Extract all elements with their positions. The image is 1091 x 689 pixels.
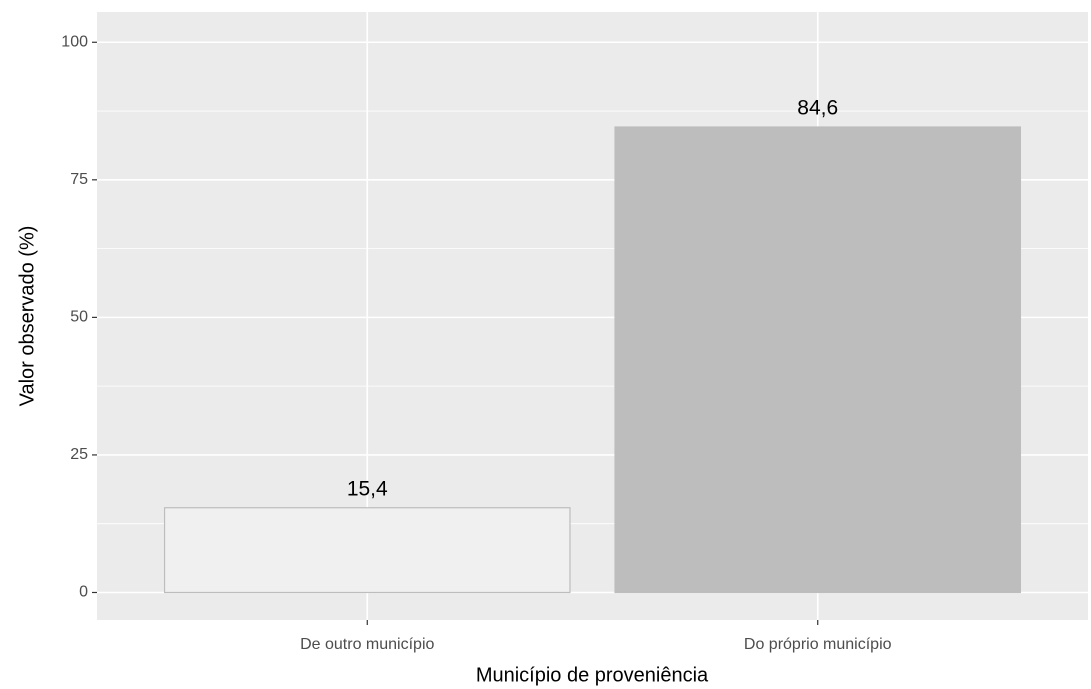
value-label: 84,6 bbox=[797, 97, 838, 120]
y-tick-label: 50 bbox=[70, 309, 88, 326]
y-tick-label: 75 bbox=[70, 171, 88, 188]
x-tick-label: Do próprio município bbox=[744, 636, 892, 653]
bar bbox=[614, 126, 1022, 594]
value-label: 15,4 bbox=[347, 477, 388, 500]
y-tick-label: 25 bbox=[70, 446, 88, 463]
y-axis-title: Valor observado (%) bbox=[16, 226, 38, 407]
x-axis-title: Município de proveniência bbox=[476, 664, 709, 686]
bar bbox=[163, 507, 571, 594]
y-tick-label: 100 bbox=[61, 33, 88, 50]
y-tick-label: 0 bbox=[79, 584, 88, 601]
x-tick-label: De outro município bbox=[300, 636, 434, 653]
